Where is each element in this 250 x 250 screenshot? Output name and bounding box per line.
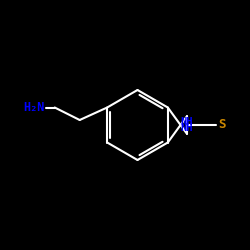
Text: NH: NH <box>181 123 193 133</box>
Text: NH: NH <box>181 117 193 127</box>
Text: H₂N: H₂N <box>23 101 45 114</box>
Text: S: S <box>219 118 226 132</box>
